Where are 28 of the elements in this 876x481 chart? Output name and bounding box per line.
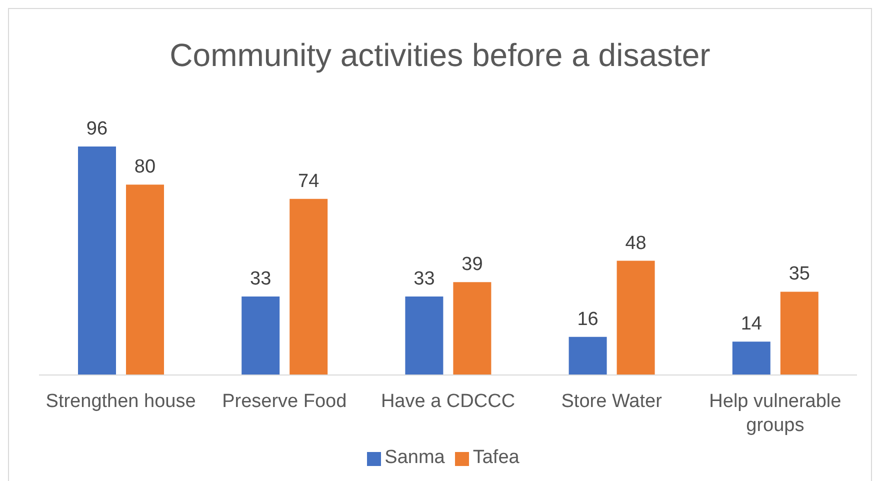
x-tick-label: Have a CDCCC: [380, 391, 516, 412]
bar: [453, 282, 492, 375]
bar: [242, 296, 280, 375]
data-label: 96: [86, 118, 108, 140]
chart-title: Community activities before a disaster: [168, 36, 712, 75]
bar: [405, 296, 444, 375]
data-label: 16: [577, 308, 598, 330]
data-label: 33: [414, 268, 435, 290]
data-label: 39: [462, 254, 483, 276]
data-label: 48: [625, 232, 646, 254]
data-label: 80: [134, 156, 156, 178]
bar: [126, 184, 164, 375]
x-tick-label: Preserve Food: [222, 391, 347, 412]
bar: [290, 198, 328, 375]
x-tick-label: Strengthen house: [46, 391, 196, 412]
legend-label: Sanma: [384, 447, 445, 468]
legend-label: Tafea: [472, 447, 520, 468]
data-label: 14: [740, 314, 762, 335]
bar: [616, 260, 655, 375]
data-label: 74: [298, 170, 320, 192]
x-tick-label: Help vulnerable groups: [709, 391, 842, 436]
bar: [732, 342, 770, 375]
x-tick-label: Store Water: [561, 391, 663, 412]
bar: [568, 336, 607, 375]
data-label: 35: [788, 264, 810, 285]
data-label: 33: [250, 268, 272, 290]
bar: [780, 292, 818, 375]
bar: [78, 146, 116, 375]
